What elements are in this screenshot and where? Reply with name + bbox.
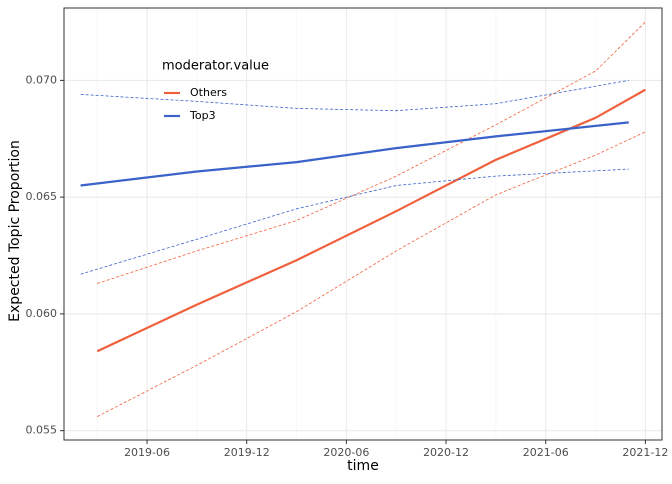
- line: [80, 121, 629, 187]
- y-axis-label: Expected Topic Proportion: [7, 140, 23, 322]
- x-tick-label: 2019-12: [224, 446, 270, 459]
- ci-line: [80, 168, 629, 275]
- line: [96, 88, 646, 353]
- y-tick-label: 0.070: [26, 73, 58, 86]
- x-tick-label: 2020-12: [423, 446, 469, 459]
- y-tick-label: 0.060: [26, 307, 58, 320]
- x-tick-label: 2020-06: [323, 446, 369, 459]
- panel-border: [63, 7, 663, 441]
- legend-label: Others: [190, 86, 227, 99]
- x-tick-label: 2021-12: [622, 446, 668, 459]
- ci-line: [97, 131, 646, 417]
- ci-line: [80, 80, 629, 112]
- x-axis-label: time: [347, 458, 379, 474]
- legend-title: moderator.value: [162, 59, 269, 74]
- y-tick-label: 0.065: [26, 190, 58, 203]
- x-tick-label: 2019-06: [124, 446, 170, 459]
- legend-label: Top3: [189, 109, 216, 122]
- x-tick-label: 2021-06: [523, 446, 569, 459]
- y-tick-label: 0.055: [26, 424, 58, 437]
- plot-panel: [64, 8, 662, 440]
